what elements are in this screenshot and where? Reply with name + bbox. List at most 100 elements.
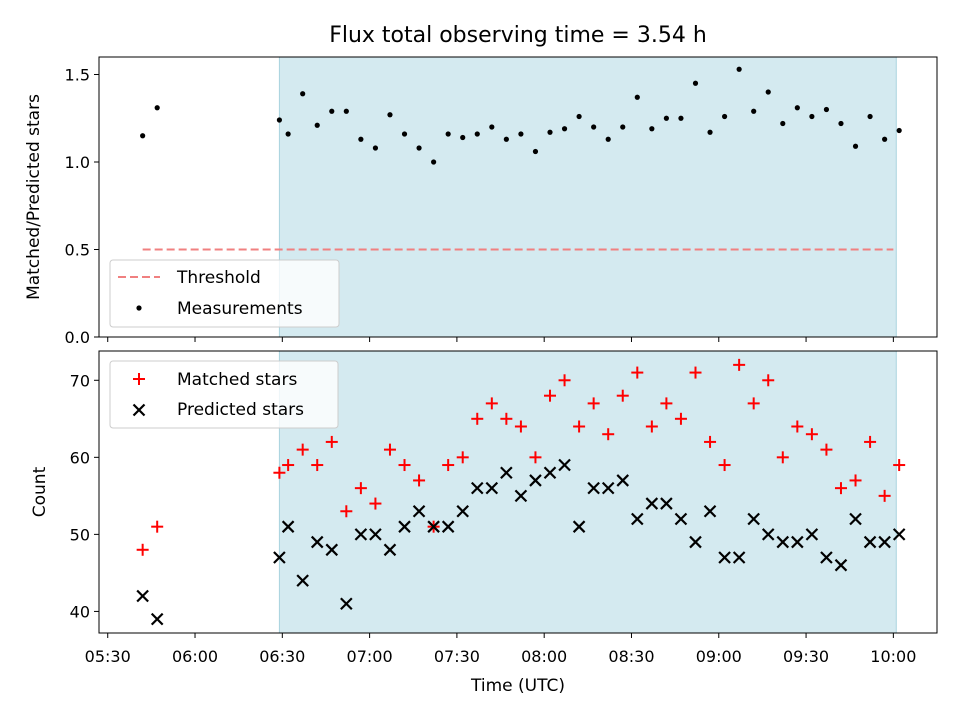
measurement-points xyxy=(140,66,902,165)
x-tick-label: 06:00 xyxy=(172,647,218,666)
ratio-y-ticks: 0.0 0.5 1.0 1.5 xyxy=(65,66,99,347)
matched-star-point xyxy=(820,443,833,456)
predicted-star-point xyxy=(514,489,528,503)
predicted-star-point xyxy=(281,520,295,533)
measurement-point xyxy=(503,136,509,142)
matched-star-point xyxy=(442,459,455,472)
measurement-point xyxy=(867,113,873,120)
matched-star-point xyxy=(791,420,804,433)
y-tick-label: 0.0 xyxy=(65,328,90,347)
predicted-star-point xyxy=(558,458,571,472)
y-tick-label: 50 xyxy=(70,525,90,544)
legend-threshold-label: Threshold xyxy=(176,268,261,288)
legend-predicted-swatch xyxy=(132,403,146,417)
measurement-point xyxy=(896,127,902,134)
measurement-point xyxy=(489,124,495,130)
matched-marker xyxy=(133,373,145,385)
measurement-point xyxy=(474,131,480,137)
chart-title: Flux total observing time = 3.54 h xyxy=(329,23,707,48)
matched-star-point xyxy=(704,435,717,448)
count-y-ticks: 40 50 60 70 xyxy=(70,371,99,621)
predicted-star-point xyxy=(820,551,833,564)
predicted-marker xyxy=(132,403,146,417)
x-tick-label: 10:00 xyxy=(870,647,916,666)
measurement-point xyxy=(547,129,553,135)
predicted-star-point xyxy=(718,551,731,564)
matched-star-point xyxy=(587,397,600,410)
matched-star-point xyxy=(296,443,309,456)
ratio-panel: 0.0 0.5 1.0 1.5 Flux total observing time =… xyxy=(24,23,938,347)
legend-predicted-label: Predicted stars xyxy=(177,400,304,420)
measurement-point xyxy=(460,134,466,141)
measurement-point xyxy=(591,124,597,130)
measurement-point xyxy=(620,124,626,130)
predicted-star-point xyxy=(427,520,440,533)
matched-star-point xyxy=(471,412,484,425)
matched-star-point xyxy=(558,374,571,387)
predicted-star-point xyxy=(849,512,862,526)
measurement-point xyxy=(154,105,160,111)
count-y-axis-label: Count xyxy=(30,466,50,517)
matched-star-point xyxy=(544,389,557,402)
measurement-point xyxy=(561,126,568,132)
predicted-star-point xyxy=(761,528,775,541)
measurement-point xyxy=(751,108,757,114)
measurement-point xyxy=(809,113,815,120)
legend-matched-swatch xyxy=(133,373,145,385)
predicted-star-point xyxy=(674,512,688,526)
y-tick-label: 60 xyxy=(70,448,90,467)
predicted-star-point xyxy=(310,535,324,549)
measurement-point xyxy=(518,131,524,137)
predicted-star-point xyxy=(572,520,586,533)
predicted-star-point xyxy=(485,481,499,495)
predicted-star-point xyxy=(747,512,760,526)
matched-star-point xyxy=(878,489,891,502)
matched-star-point xyxy=(273,466,286,479)
matched-star-point xyxy=(413,474,426,487)
x-tick-label: 08:30 xyxy=(608,647,654,666)
measurement-point xyxy=(358,136,364,142)
predicted-star-point xyxy=(354,528,368,541)
matched-star-point xyxy=(776,451,789,464)
measurement-point xyxy=(445,131,451,137)
observing-window-band xyxy=(278,350,897,634)
predicted-star-point xyxy=(543,466,557,480)
y-tick-label: 1.0 xyxy=(65,153,90,172)
predicted-star-point xyxy=(791,535,804,549)
matched-star-point xyxy=(151,520,164,533)
ratio-x-ticks xyxy=(107,337,894,342)
matched-star-point xyxy=(529,451,542,464)
y-tick-label: 70 xyxy=(70,371,90,390)
predicted-star-point xyxy=(136,589,149,603)
measurement-point xyxy=(276,117,283,123)
ratio-legend: Threshold Measurements xyxy=(109,259,340,328)
predicted-star-point xyxy=(631,512,644,526)
predicted-star-point xyxy=(340,597,353,610)
measurement-point xyxy=(765,89,771,95)
x-tick-label: 09:30 xyxy=(783,647,829,666)
predicted-star-point xyxy=(616,474,630,487)
measurement-point xyxy=(721,113,728,120)
count-legend-box xyxy=(109,360,339,429)
matched-star-point xyxy=(805,428,818,441)
measurement-point xyxy=(649,126,655,132)
matched-star-point xyxy=(369,497,382,510)
predicted-star-point xyxy=(892,528,906,541)
matched-star-point xyxy=(864,435,877,448)
predicted-star-point xyxy=(587,481,600,495)
measurement-point xyxy=(794,105,800,111)
measurement-point xyxy=(852,143,859,149)
matched-star-point xyxy=(282,459,295,472)
measurement-point xyxy=(431,159,437,165)
predicted-star-point xyxy=(689,535,702,549)
ratio-y-axis-label: Matched/Predicted stars xyxy=(24,94,44,300)
predicted-star-point xyxy=(500,466,513,480)
measurement-point xyxy=(401,131,408,137)
measurement-point xyxy=(823,106,830,113)
x-tick-label: 07:00 xyxy=(347,647,393,666)
matched-star-point xyxy=(383,443,396,456)
predicted-star-point xyxy=(529,474,542,487)
measurement-point xyxy=(285,131,291,137)
count-points xyxy=(136,358,906,626)
